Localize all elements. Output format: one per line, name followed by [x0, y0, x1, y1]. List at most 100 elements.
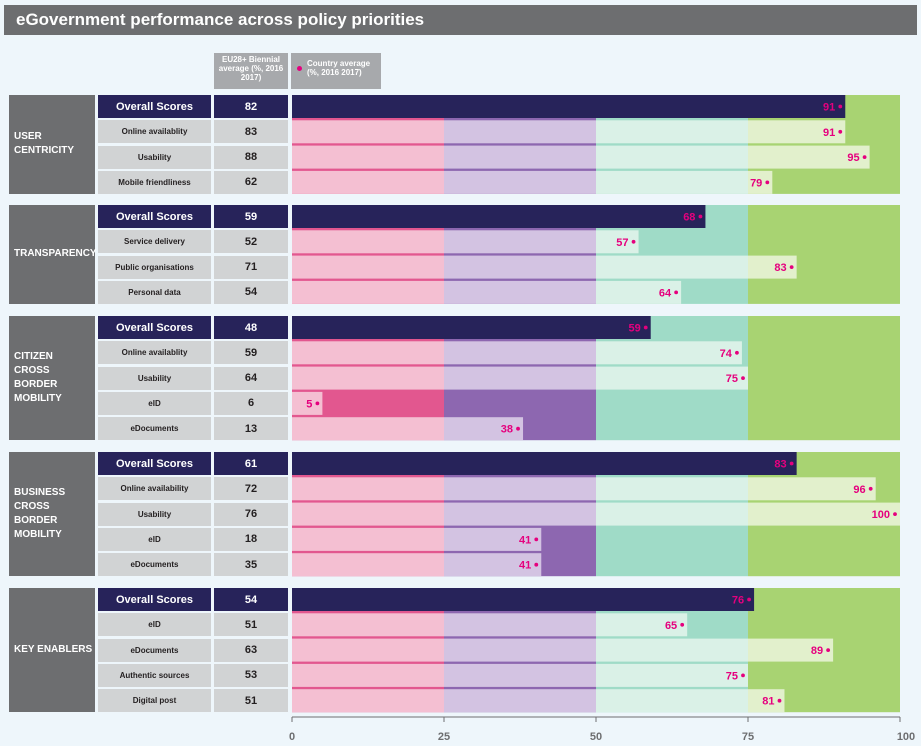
country-bar-segment: [292, 613, 444, 637]
country-bar-segment: [444, 120, 596, 144]
country-bar-segment: [292, 280, 444, 304]
country-bar-segment: [444, 280, 596, 304]
country-value-label: 83: [774, 262, 786, 274]
country-bar-segment: [444, 663, 596, 687]
country-bar-segment: [748, 638, 834, 662]
eu-average-value: 13: [214, 417, 288, 441]
group-box: TRANSPARENCY: [9, 205, 97, 304]
country-value-dot: [765, 180, 770, 185]
country-bar-segment: [596, 502, 748, 526]
country-value-label: 89: [811, 645, 823, 657]
x-tick-label: 25: [438, 731, 450, 743]
country-average-legend: Country average (%, 2016 2017): [291, 53, 381, 89]
country-value-dot: [868, 486, 873, 491]
country-bar-segment: [748, 255, 797, 279]
eu-average-header: EU28+ Biennial average (%, 2016 2017): [214, 53, 288, 89]
eu-average-value: 59: [214, 205, 288, 228]
eu-average-value: 52: [214, 230, 288, 254]
country-value-dot: [315, 401, 320, 406]
eu-average-value: 48: [214, 316, 288, 339]
country-bar-segment: [748, 145, 870, 169]
country-value-label: 64: [659, 287, 672, 299]
country-bar-segment: [292, 527, 444, 551]
eu-average-value: 83: [214, 120, 288, 144]
country-value-label: 75: [726, 373, 738, 385]
overall-score-label: Overall Scores: [98, 205, 211, 228]
group-label: CITIZEN CROSS BORDER MOBILITY: [14, 351, 62, 405]
indicator-label: Online availability: [98, 477, 211, 501]
country-bar-segment: [444, 502, 596, 526]
x-tick-label: 50: [590, 731, 602, 743]
country-bar-segment: [596, 689, 748, 713]
indicator-label: Usability: [98, 145, 211, 169]
country-value-label: 41: [519, 560, 531, 572]
overall-bar: [292, 316, 651, 339]
country-bar-segment: [444, 477, 596, 501]
overall-bar: [292, 588, 755, 611]
eu-average-value: 18: [214, 527, 288, 551]
country-bar-segment: [596, 145, 748, 169]
eu-average-header-text: EU28+ Biennial average (%, 2016 2017): [218, 55, 284, 82]
country-value-label: 95: [847, 152, 859, 164]
group-box: USER CENTRICITY: [9, 95, 95, 194]
indicator-label: eID: [98, 527, 211, 551]
overall-score-label: Overall Scores: [98, 588, 211, 611]
country-value-dot: [534, 562, 539, 567]
chart-title: eGovernment performance across policy pr…: [16, 10, 425, 29]
country-value-label: 75: [726, 670, 738, 682]
group-label: USER CENTRICITY: [14, 131, 74, 157]
country-bar-segment: [292, 417, 444, 441]
country-value-label: 100: [872, 509, 890, 521]
indicator-label: Usability: [98, 366, 211, 390]
country-bar-segment: [292, 553, 444, 577]
country-value-label: 83: [774, 459, 786, 471]
country-value-dot: [631, 239, 636, 244]
country-average-legend-text: Country average (%, 2016 2017): [307, 59, 371, 77]
country-value-label: 91: [823, 127, 835, 139]
country-value-label: 79: [750, 177, 762, 189]
group-box: CITIZEN CROSS BORDER MOBILITY: [9, 316, 95, 441]
country-bar-segment: [444, 417, 524, 441]
country-bar-segment: [596, 663, 748, 687]
country-value-dot: [893, 512, 897, 516]
country-bar-segment: [292, 366, 444, 390]
country-bar-segment: [596, 366, 748, 390]
eu-average-value: 53: [214, 663, 288, 687]
country-value-label: 65: [665, 620, 677, 632]
band-75-100-group-2: [748, 316, 900, 441]
indicator-label: eID: [98, 613, 211, 637]
country-bar-segment: [444, 170, 596, 194]
country-bar-segment: [596, 613, 688, 637]
country-bar-segment: [596, 638, 748, 662]
indicator-label: eDocuments: [98, 553, 211, 577]
indicator-label: Mobile friendliness: [98, 170, 211, 194]
eu-average-value: 61: [214, 452, 288, 475]
eu-average-value: 62: [214, 170, 288, 194]
country-value-dot: [516, 426, 520, 431]
overall-score-label: Overall Scores: [98, 452, 211, 475]
indicator-label: Online availablity: [98, 120, 211, 144]
country-value-dot: [789, 265, 794, 269]
indicator-label: Online availablity: [98, 341, 211, 365]
overall-bar: [292, 452, 797, 475]
indicator-label: eDocuments: [98, 638, 211, 662]
country-bar-segment: [292, 638, 444, 662]
country-bar-segment: [596, 280, 682, 304]
indicator-label: Digital post: [98, 689, 211, 713]
country-bar-segment: [748, 477, 876, 501]
eu-average-value: 6: [214, 391, 288, 415]
indicator-label: Personal data: [98, 280, 211, 304]
country-value-dot: [826, 648, 831, 652]
country-value-dot: [741, 376, 745, 380]
country-bar-segment: [444, 230, 596, 254]
country-value-dot: [747, 597, 751, 602]
indicator-label: Service delivery: [98, 230, 211, 254]
group-label: KEY ENABLERS: [14, 644, 93, 656]
band-75-100-group-1: [748, 205, 900, 304]
country-bar-segment: [444, 341, 596, 365]
country-bar-segment: [292, 170, 444, 194]
country-bar-segment: [444, 553, 542, 577]
overall-score-label: Overall Scores: [98, 95, 211, 118]
indicator-label: Public organisations: [98, 255, 211, 279]
group-label: BUSINESS CROSS BORDER MOBILITY: [14, 487, 66, 541]
